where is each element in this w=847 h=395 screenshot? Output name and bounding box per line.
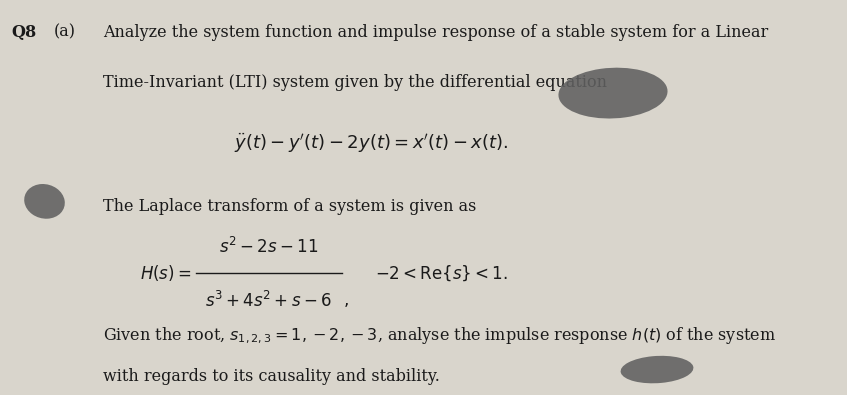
Text: Q8: Q8	[12, 23, 36, 41]
Text: $H(s) = $: $H(s) = $	[140, 263, 191, 283]
Text: $s^2 - 2s - 11$: $s^2 - 2s - 11$	[219, 237, 318, 257]
Ellipse shape	[558, 68, 667, 118]
Ellipse shape	[621, 356, 694, 383]
Text: $s^3 + 4s^2 + s - 6$: $s^3 + 4s^2 + s - 6$	[205, 291, 331, 311]
Text: Given the root, $s_{1,2,3} = 1, -2, -3$, analyse the impulse response $h(t)$ of : Given the root, $s_{1,2,3} = 1, -2, -3$,…	[103, 325, 776, 346]
Text: The Laplace transform of a system is given as: The Laplace transform of a system is giv…	[103, 198, 477, 214]
Text: $\ddot{y}(t) - y'(t) - 2y(t) = x'(t) - x(t).$: $\ddot{y}(t) - y'(t) - 2y(t) = x'(t) - x…	[234, 132, 508, 155]
Ellipse shape	[25, 184, 65, 219]
Text: Analyze the system function and impulse response of a stable system for a Linear: Analyze the system function and impulse …	[103, 23, 768, 41]
Text: Time-Invariant (LTI) system given by the differential equation: Time-Invariant (LTI) system given by the…	[103, 74, 607, 91]
Text: with regards to its causality and stability.: with regards to its causality and stabil…	[103, 368, 440, 385]
Text: (a): (a)	[54, 23, 76, 41]
Text: $,$: $,$	[343, 292, 349, 309]
Text: $-2 < \mathrm{Re}\{s\} < 1.$: $-2 < \mathrm{Re}\{s\} < 1.$	[374, 263, 507, 283]
